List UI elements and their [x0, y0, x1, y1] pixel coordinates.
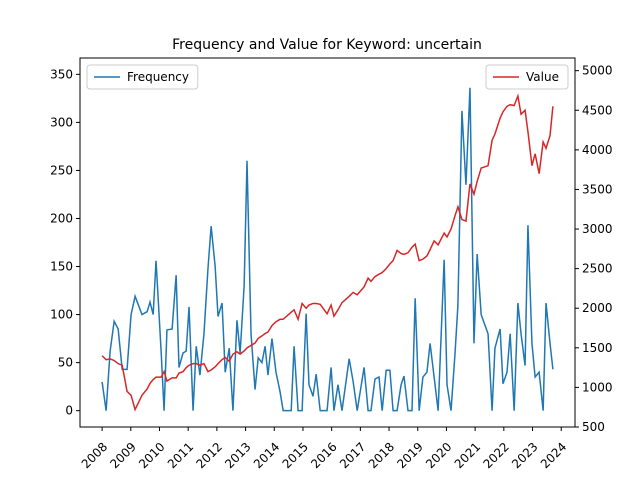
y-tick-label: 100	[50, 308, 73, 322]
y2-tick-label: 3000	[582, 222, 613, 236]
legend-box	[485, 64, 569, 90]
y2-tick-label: 2500	[582, 262, 613, 276]
y2-tick-label: 2000	[582, 301, 613, 315]
y2-tick-label: 4500	[582, 103, 613, 117]
legend-box	[86, 64, 199, 90]
y2-tick-label: 5000	[582, 64, 613, 78]
y2-tick-label: 1500	[582, 341, 613, 355]
data-line	[101, 93, 554, 412]
y2-tick-label: 4000	[582, 143, 613, 157]
legend: Frequency	[86, 64, 199, 90]
y-tick-label: 150	[50, 260, 73, 274]
y2-tick-label: 1000	[582, 380, 613, 394]
y2-tick-label: 3500	[582, 182, 613, 196]
y-tick-label: 200	[50, 211, 73, 225]
plot-frame	[79, 57, 576, 428]
y-tick-label: 350	[50, 67, 73, 81]
chart-title: Frequency and Value for Keyword: uncerta…	[172, 37, 482, 53]
y2-tick-label: 500	[582, 420, 605, 434]
y-tick-label: 300	[50, 115, 73, 129]
y-tick-label: 0	[65, 404, 73, 418]
y-tick-label: 250	[50, 163, 73, 177]
data-line	[101, 87, 554, 412]
legend-label: Frequency	[127, 70, 189, 84]
legend: Value	[485, 64, 569, 90]
legend-label: Value	[526, 70, 559, 84]
y-tick-label: 50	[58, 356, 73, 370]
